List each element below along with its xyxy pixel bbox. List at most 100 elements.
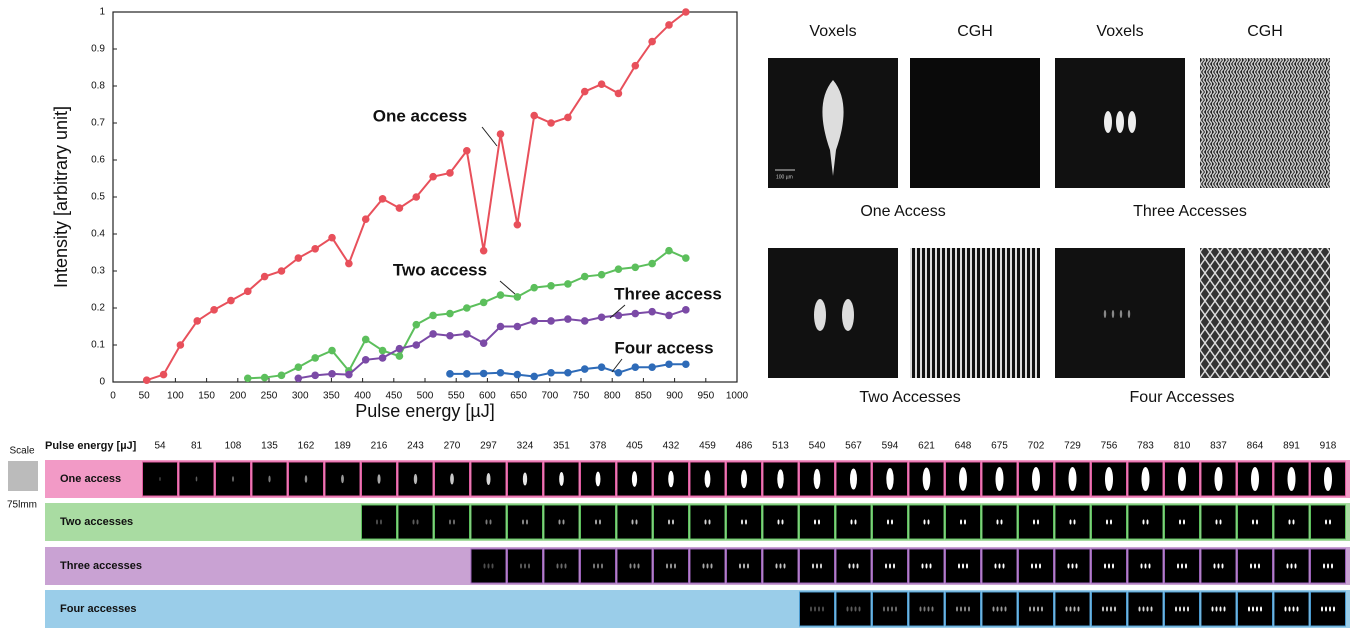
- data-point: [665, 312, 673, 320]
- thumbnail-voxel: [486, 473, 490, 485]
- data-point: [311, 245, 319, 253]
- thumbnail-voxel: [780, 564, 782, 569]
- thumbnail-voxel: [887, 520, 889, 525]
- thumbnail-voxel: [1333, 607, 1335, 612]
- data-point: [615, 369, 623, 377]
- y-tick-label: 0: [99, 377, 105, 388]
- x-tick-label: 650: [510, 391, 527, 402]
- thumbnail-voxel: [814, 469, 821, 489]
- data-point: [177, 341, 185, 349]
- thumbnail-voxel: [666, 564, 668, 569]
- thumbnail: [836, 505, 871, 539]
- data-point: [429, 330, 437, 338]
- thumbnail-voxel: [999, 564, 1001, 569]
- data-point: [564, 369, 572, 377]
- thumbnail-voxel: [557, 564, 559, 569]
- data-point: [497, 291, 505, 299]
- thumbnail-voxel: [1037, 520, 1039, 525]
- data-point: [379, 195, 387, 203]
- x-tick-label: 1000: [726, 391, 749, 402]
- thumbnail-voxel: [1145, 564, 1147, 569]
- thumbnail-voxel: [1215, 467, 1223, 491]
- x-tick-label: 900: [666, 391, 683, 402]
- thumbnail-voxel: [997, 520, 999, 525]
- thumbnail-voxel: [1220, 607, 1222, 612]
- thumbnail-voxel: [1251, 467, 1259, 491]
- thumbnail: [1311, 505, 1346, 539]
- thumbnail-voxel: [1179, 520, 1181, 525]
- thumbnail-voxel: [814, 607, 816, 612]
- energy-label: 783: [1137, 441, 1154, 452]
- thumbnail: [800, 505, 835, 539]
- thumbnail-voxel: [486, 520, 488, 525]
- y-tick-label: 0.4: [91, 229, 105, 240]
- thumbnail: [398, 505, 433, 539]
- data-point: [463, 147, 471, 155]
- thumbnail-voxel: [705, 520, 707, 525]
- panel-header: Voxels: [809, 23, 856, 40]
- thumbnail-voxel: [1289, 607, 1291, 612]
- thumbnail-voxel: [816, 564, 818, 569]
- thumbnail-voxel: [956, 607, 958, 612]
- y-tick-label: 0.6: [91, 155, 105, 166]
- thumbnail-voxel: [1183, 520, 1185, 525]
- thumbnail-voxel: [855, 607, 857, 612]
- thumbnail-voxel: [784, 564, 786, 569]
- scale-swatch: [8, 461, 38, 491]
- thumbnail-voxel: [743, 564, 745, 569]
- thumbnail-voxel: [305, 475, 308, 483]
- thumbnail-voxel: [1031, 564, 1033, 569]
- energy-label: 243: [407, 441, 424, 452]
- thumbnail-voxel: [1177, 564, 1179, 569]
- thumbnail: [1055, 505, 1090, 539]
- thumbnail-voxel: [268, 476, 270, 483]
- data-point: [564, 114, 572, 122]
- figure: Intensity [arbitrary unit] Pulse energy …: [0, 0, 1352, 630]
- thumbnail-voxel: [707, 564, 709, 569]
- panel-caption: Two Accesses: [859, 389, 960, 406]
- data-point: [345, 260, 353, 268]
- voxel: [842, 299, 854, 331]
- data-point: [547, 282, 555, 290]
- thumbnail-voxel: [995, 564, 997, 569]
- energy-label: 351: [553, 441, 570, 452]
- thumbnail: [727, 505, 762, 539]
- energy-label: 189: [334, 441, 351, 452]
- thumbnail-voxel: [964, 607, 966, 612]
- thumbnail: [1128, 592, 1163, 626]
- panel-header: CGH: [957, 23, 993, 40]
- thumbnail-voxel: [414, 474, 417, 484]
- data-point: [480, 299, 488, 307]
- thumbnail-voxel: [997, 607, 999, 612]
- thumbnail-voxel: [923, 468, 931, 491]
- thumbnail-voxel: [889, 564, 891, 569]
- thumbnail-voxel: [705, 470, 711, 488]
- data-point: [311, 354, 319, 362]
- data-point: [547, 119, 555, 127]
- thumbnail-voxel: [887, 607, 889, 612]
- thumbnail-voxel: [810, 607, 812, 612]
- data-point: [446, 169, 454, 177]
- thumbnail-voxel: [1142, 467, 1150, 491]
- thumbnail-voxel: [859, 607, 861, 612]
- thumbnail-voxel: [822, 607, 824, 612]
- data-point: [446, 332, 454, 340]
- thumbnail-voxel: [1179, 607, 1181, 612]
- thumbnail-voxel: [1324, 467, 1332, 491]
- thumbnail: [1092, 505, 1127, 539]
- data-point: [328, 347, 336, 355]
- data-point: [665, 360, 673, 368]
- annotation: One access: [373, 106, 468, 125]
- thumbnail-voxel: [1293, 520, 1295, 525]
- energy-label: 756: [1101, 441, 1118, 452]
- thumbnail-voxel: [1069, 467, 1077, 491]
- energy-label: 270: [444, 441, 461, 452]
- thumbnail-voxel: [745, 520, 747, 525]
- thumbnail-voxel: [922, 564, 924, 569]
- data-point: [328, 234, 336, 242]
- thumbnail-voxel: [962, 564, 964, 569]
- thumbnail-voxel: [484, 564, 486, 569]
- y-tick-label: 0.9: [91, 44, 105, 55]
- voxel: [1128, 310, 1130, 318]
- thumbnail-voxel: [1037, 607, 1039, 612]
